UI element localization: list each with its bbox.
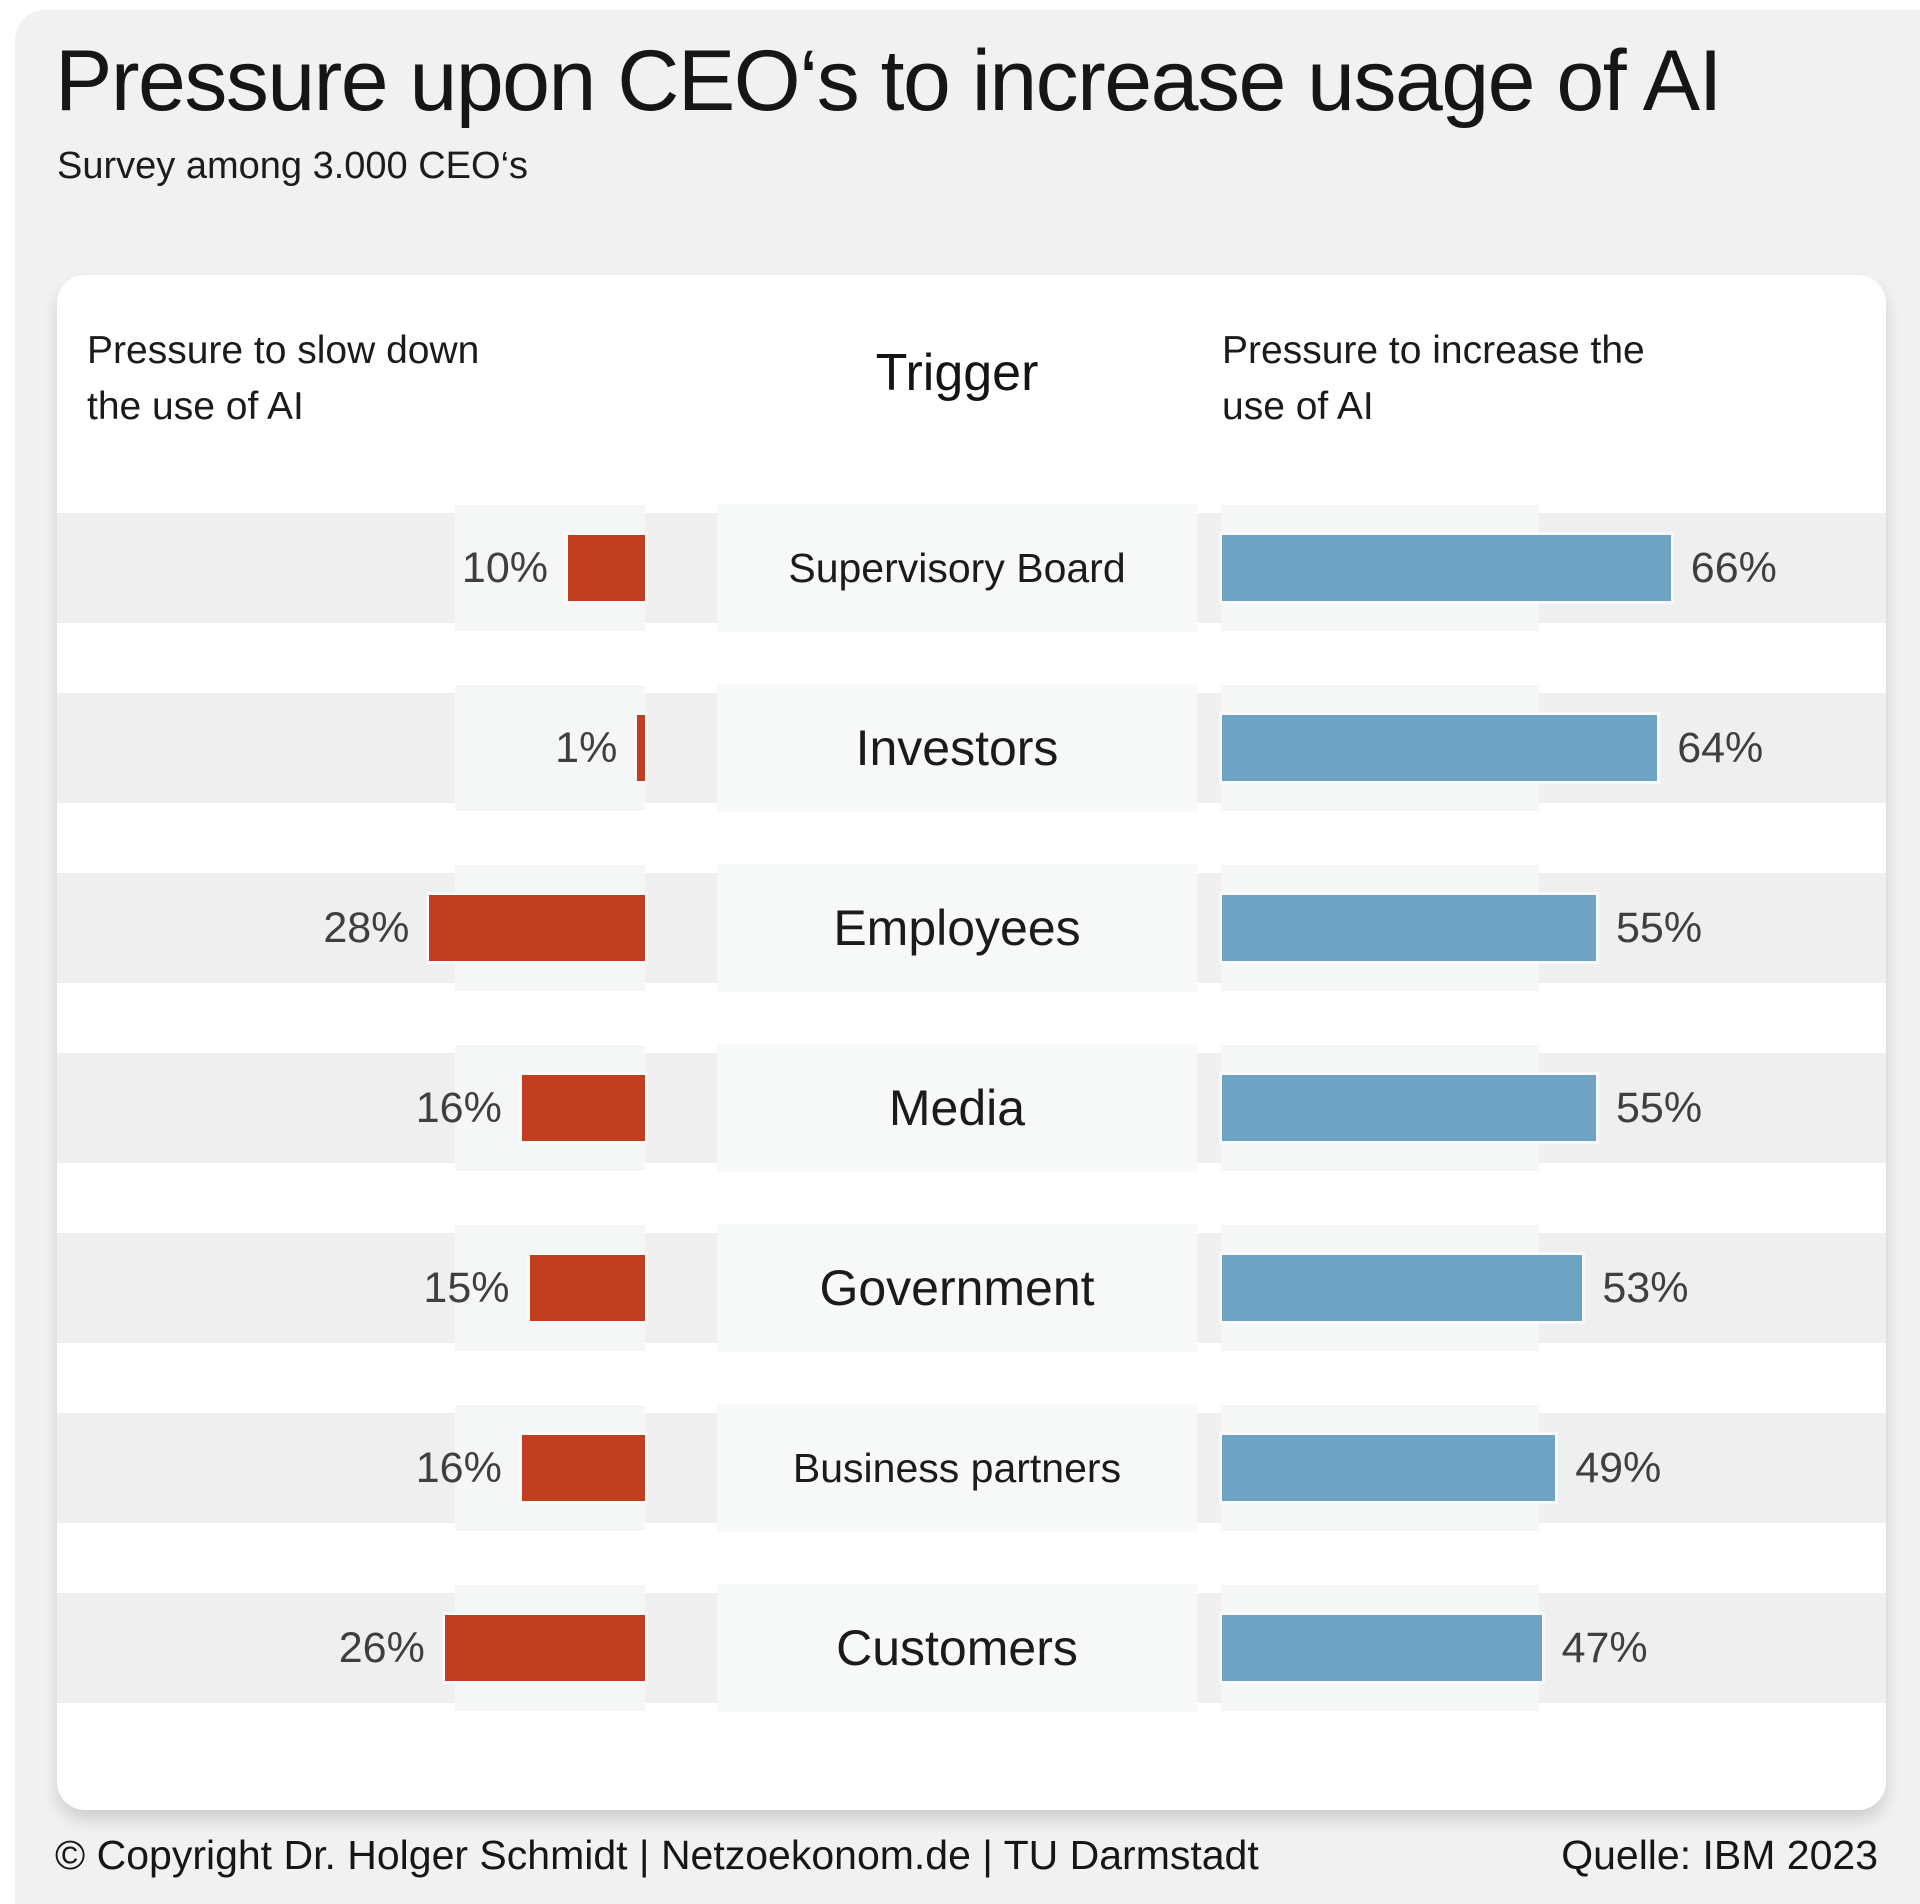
increase-cell: 55%: [1222, 1053, 1702, 1163]
chart-row: Employees 28% 55%: [57, 864, 1886, 992]
increase-bar: [1222, 1075, 1596, 1141]
increase-value-label: 53%: [1602, 1263, 1689, 1312]
slow-down-bar: [444, 1615, 645, 1681]
footer-source: Quelle: IBM 2023: [1561, 1832, 1878, 1878]
slow-down-bar: [521, 1435, 645, 1501]
slow-down-cell: 16%: [57, 1413, 645, 1523]
trigger-cell: Media: [717, 1044, 1197, 1172]
increase-value-label: 64%: [1677, 723, 1764, 772]
increase-bar: [1222, 1435, 1556, 1501]
trigger-cell: Customers: [717, 1584, 1197, 1712]
trigger-label: Investors: [855, 720, 1059, 776]
slow-down-cell: 28%: [57, 873, 645, 983]
footer: © Copyright Dr. Holger Schmidt | Netzoek…: [55, 1832, 1878, 1879]
trigger-label: Employees: [833, 900, 1081, 956]
slow-down-value-label: 26%: [338, 1623, 425, 1672]
increase-cell: 53%: [1222, 1233, 1688, 1343]
increase-bar: [1222, 1255, 1583, 1321]
slow-down-cell: 15%: [57, 1233, 645, 1343]
increase-cell: 47%: [1222, 1593, 1648, 1703]
trigger-label: Supervisory Board: [788, 544, 1126, 591]
slow-down-bar: [637, 715, 645, 781]
slow-down-cell: 26%: [57, 1593, 645, 1703]
increase-bar: [1222, 715, 1658, 781]
trigger-cell: Government: [717, 1224, 1197, 1352]
increase-cell: 49%: [1222, 1413, 1661, 1523]
slow-down-value-label: 1%: [555, 723, 618, 772]
increase-value-label: 47%: [1561, 1623, 1648, 1672]
increase-value-label: 49%: [1575, 1443, 1662, 1492]
chart-row: Government 15% 53%: [57, 1224, 1886, 1352]
slow-down-value-label: 28%: [323, 903, 410, 952]
trigger-cell: Business partners: [717, 1404, 1197, 1532]
column-header-trigger: Trigger: [875, 344, 1039, 402]
trigger-label: Government: [819, 1260, 1095, 1316]
increase-value-label: 55%: [1616, 1083, 1703, 1132]
slow-down-cell: 10%: [57, 513, 645, 623]
column-headers: Pressure to slow down the use of AI Trig…: [57, 275, 1886, 513]
trigger-label: Business partners: [792, 1444, 1122, 1491]
slow-down-bar: [568, 535, 645, 601]
trigger-cell: Employees: [717, 864, 1197, 992]
footer-copyright: © Copyright Dr. Holger Schmidt | Netzoek…: [55, 1832, 1259, 1878]
page-subtitle: Survey among 3.000 CEO‘s: [57, 145, 529, 187]
increase-cell: 66%: [1222, 513, 1777, 623]
slow-down-value-label: 16%: [415, 1083, 502, 1132]
chart-row: Business partners 16% 49%: [57, 1404, 1886, 1532]
slide-background: Pressure upon CEO‘s to increase usage of…: [15, 10, 1920, 1904]
slow-down-value-label: 15%: [423, 1263, 510, 1312]
chart-row: Investors 1% 64%: [57, 684, 1886, 812]
slow-down-bar: [429, 895, 645, 961]
increase-bar: [1222, 1615, 1542, 1681]
slow-down-cell: 16%: [57, 1053, 645, 1163]
page-title: Pressure upon CEO‘s to increase usage of…: [55, 33, 1723, 129]
increase-value-label: 66%: [1690, 543, 1777, 592]
trigger-label: Media: [888, 1080, 1026, 1136]
trigger-cell: Supervisory Board: [717, 504, 1197, 632]
slow-down-cell: 1%: [57, 693, 645, 803]
increase-cell: 55%: [1222, 873, 1702, 983]
slow-down-value-label: 10%: [461, 543, 548, 592]
chart-row: Customers 26% 47%: [57, 1584, 1886, 1712]
chart-rows: Supervisory Board 10% 66% Investors 1% 64% Emp…: [57, 504, 1886, 1773]
increase-value-label: 55%: [1616, 903, 1703, 952]
slow-down-value-label: 16%: [415, 1443, 502, 1492]
chart-row: Media 16% 55%: [57, 1044, 1886, 1172]
trigger-cell: Investors: [717, 684, 1197, 812]
trigger-label: Customers: [836, 1620, 1078, 1676]
slow-down-bar: [521, 1075, 645, 1141]
column-header-increase: Pressure to increase the use of AI: [1222, 329, 1645, 428]
increase-bar: [1222, 895, 1596, 961]
increase-cell: 64%: [1222, 693, 1763, 803]
chart-card: Pressure to slow down the use of AI Trig…: [57, 275, 1886, 1810]
slow-down-bar-cell-background: [455, 685, 645, 811]
slow-down-bar: [529, 1255, 645, 1321]
column-header-slow-down: Pressure to slow down the use of AI: [87, 329, 480, 428]
chart-row: Supervisory Board 10% 66%: [57, 504, 1886, 632]
increase-bar: [1222, 535, 1671, 601]
